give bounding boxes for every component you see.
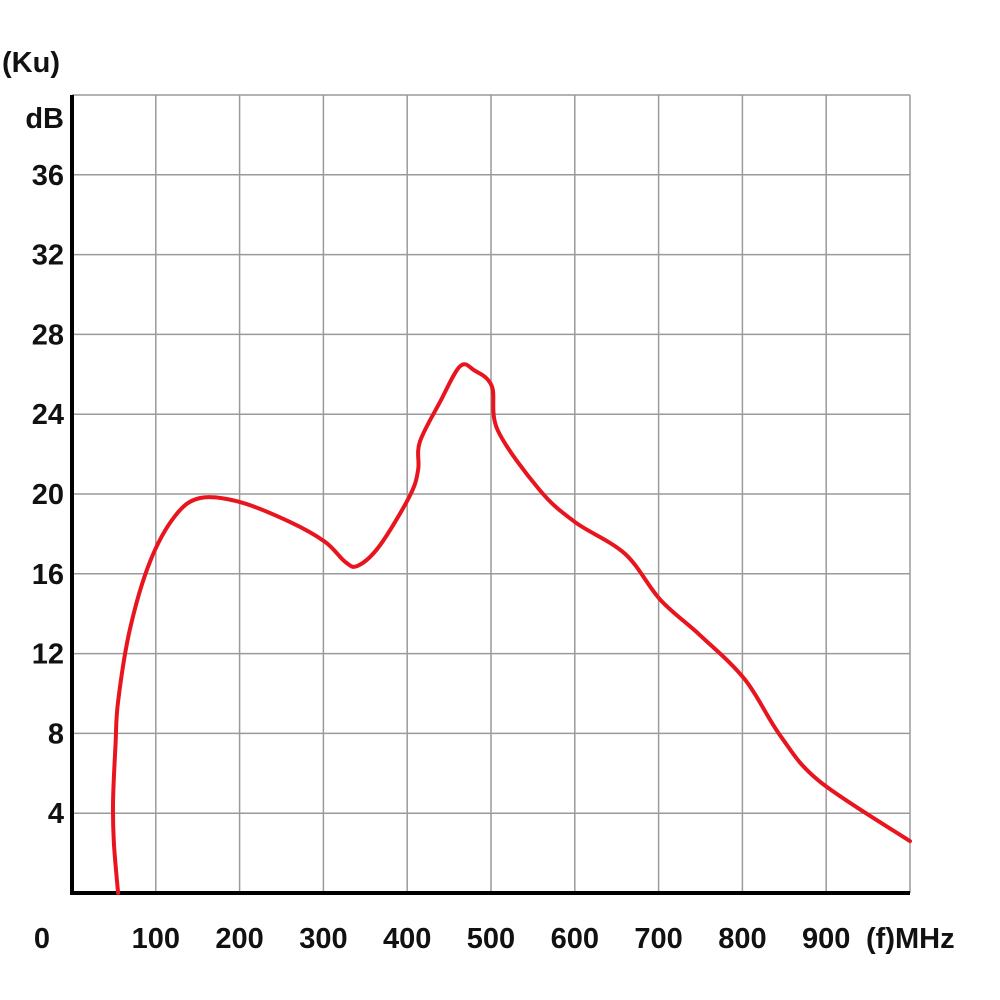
- x-tick-label: 700: [634, 923, 682, 955]
- x-tick-label: 600: [551, 923, 599, 955]
- x-axis-label: (f)MHz: [866, 923, 955, 955]
- grid: [72, 94, 911, 893]
- y-tick-label: 16: [32, 559, 64, 591]
- x-tick-label: 500: [467, 923, 515, 955]
- x-tick-label: 800: [718, 923, 766, 955]
- labels: (Ku) dB 0 (f)MHz 100 200 300 400 500 600 700 80…: [2, 47, 955, 955]
- y-tick-label: 8: [48, 718, 64, 750]
- x-tick-label: 200: [215, 923, 263, 955]
- x-tick-label: 300: [299, 923, 347, 955]
- y-tick-label: 4: [48, 798, 64, 830]
- y-tick-label: 20: [32, 479, 64, 511]
- y-tick-label: 28: [32, 319, 64, 351]
- y-tick-label: 12: [32, 639, 64, 671]
- y-axis-unit-label: (Ku): [2, 47, 60, 79]
- x-tick-label: 100: [132, 923, 180, 955]
- origin-label: 0: [34, 923, 50, 955]
- y-tick-label: 24: [32, 399, 64, 431]
- axes: [70, 95, 910, 895]
- series-line-ku: [110, 362, 912, 895]
- y-axis-label: dB: [25, 103, 64, 135]
- x-tick-label: 900: [802, 923, 850, 955]
- y-tick-label: 32: [32, 240, 64, 272]
- x-tick-label: 400: [383, 923, 431, 955]
- y-tick-label: 36: [32, 160, 64, 192]
